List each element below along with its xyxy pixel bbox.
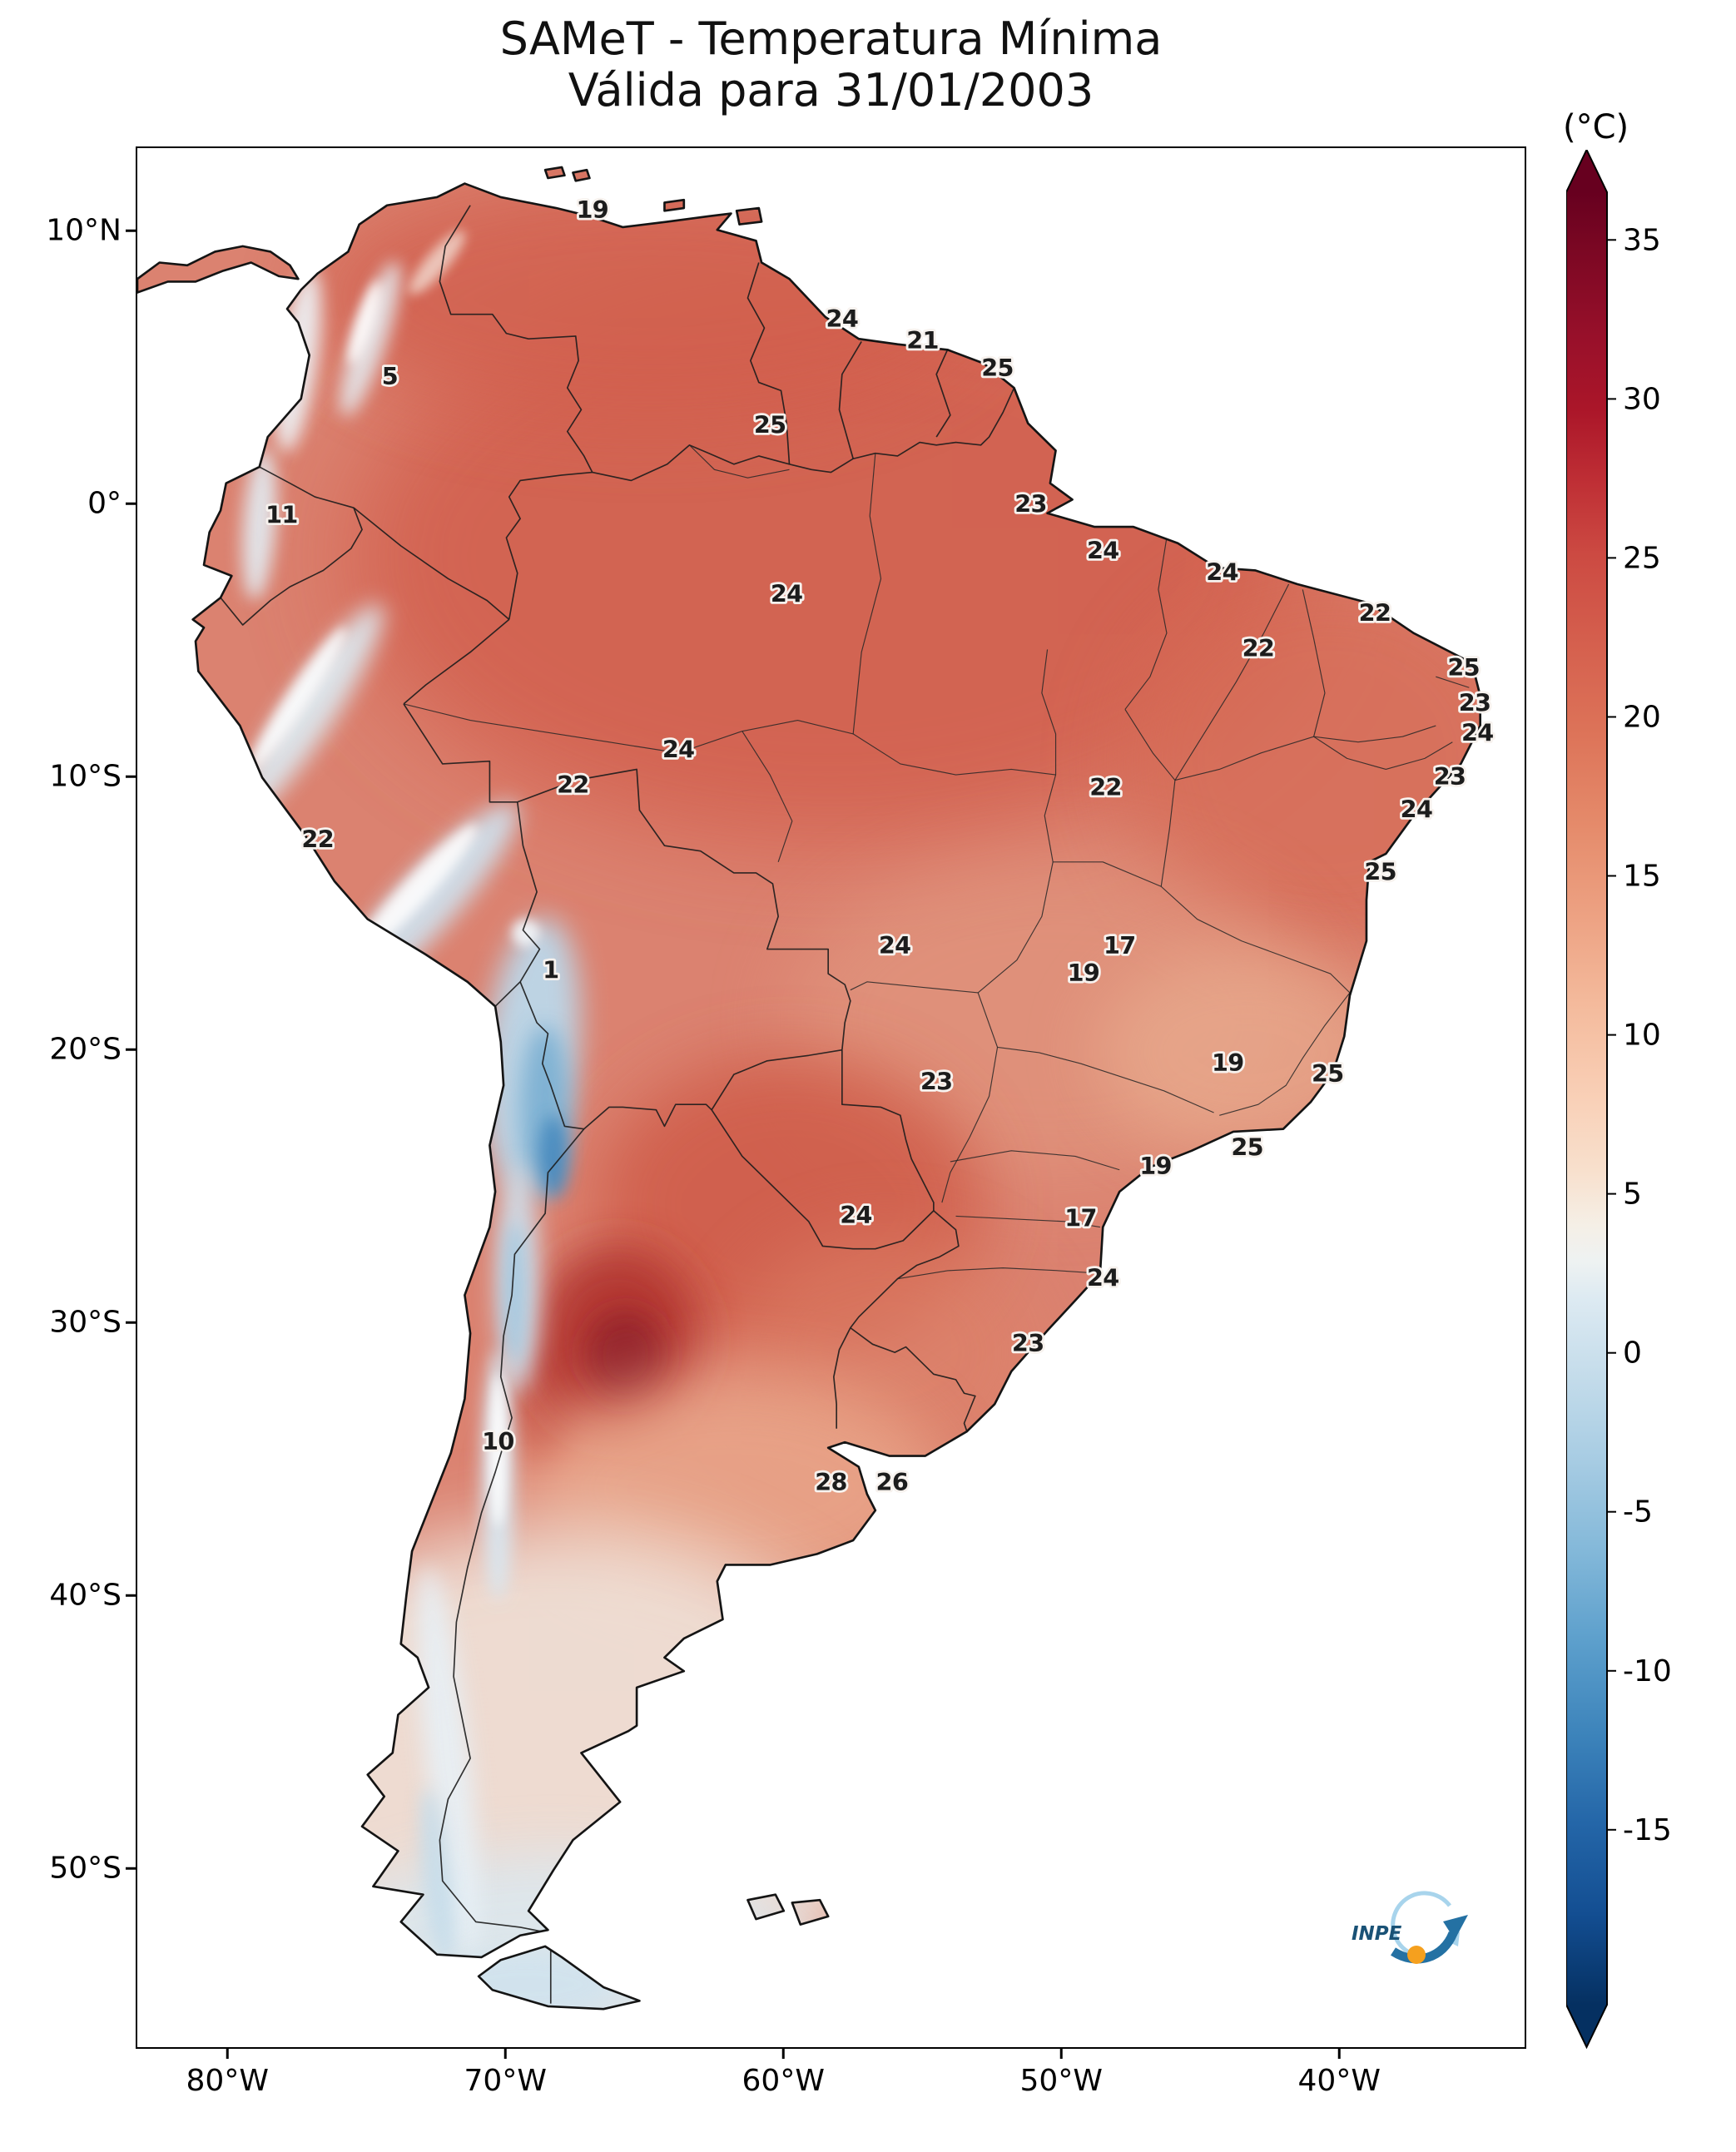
lat-tick-label: 20°S [49, 1032, 122, 1067]
temperature-label: 5 [382, 363, 398, 390]
colorbar-tick-label: 5 [1623, 1178, 1642, 1212]
colorbar-over-arrow [1566, 150, 1607, 192]
temperature-label: 24 [771, 581, 803, 608]
colorbar-outline [1566, 150, 1608, 2050]
lon-tick-label: 80°W [186, 2064, 269, 2098]
colorbar: 35 30 25 20 15 10 5 0 -5 -10 -15 [1566, 150, 1672, 2050]
lat-tick-label: 10°S [49, 759, 122, 794]
temperature-label: 25 [754, 412, 786, 439]
colorbar-under-arrow [1566, 2005, 1607, 2047]
temperature-label: 23 [1012, 1330, 1044, 1357]
colorbar-tick-label: 30 [1623, 382, 1661, 416]
temperature-label: 24 [826, 305, 859, 333]
lat-tickmark [126, 502, 136, 505]
temperature-label: 23 [1459, 690, 1491, 717]
temperature-label: 24 [1206, 559, 1238, 587]
temperature-label: 1 [543, 957, 558, 984]
colorbar-tick-label: 35 [1623, 223, 1661, 257]
chart-title: SAMeT - Temperatura Mínima Válida para 3… [136, 13, 1526, 117]
lat-tickmark [126, 775, 136, 778]
lat-tick-label: 50°S [49, 1851, 122, 1886]
lat-tickmark [126, 1321, 136, 1324]
lat-tick-label: 40°S [49, 1578, 122, 1613]
temperature-label: 19 [1068, 959, 1100, 987]
colorbar-tick-label: 10 [1623, 1019, 1661, 1053]
political-borders [220, 205, 1470, 2004]
temperature-label: 25 [1364, 859, 1396, 886]
temperature-field [137, 166, 1481, 2010]
inpe-logo-orange-dot [1407, 1946, 1426, 1964]
colorbar-tick-label: 15 [1623, 860, 1661, 894]
lon-tick-label: 40°W [1297, 2064, 1381, 2098]
temperature-label: 17 [1064, 1205, 1097, 1232]
temperature-label: 25 [1447, 654, 1480, 682]
temperature-label: 19 [1212, 1049, 1244, 1077]
temperature-label: 22 [1242, 635, 1275, 662]
lon-tick-label: 70°W [464, 2064, 547, 2098]
temperature-label: 22 [557, 771, 589, 799]
temperature-label: 17 [1104, 932, 1136, 959]
temperature-label: 23 [1014, 491, 1047, 518]
coastline [137, 166, 1481, 2011]
lon-tickmark [503, 2049, 507, 2059]
temperature-label: 25 [1231, 1134, 1263, 1162]
colorbar-tick-label: 25 [1623, 541, 1661, 575]
temperature-label: 21 [906, 327, 939, 355]
colorbar-tick-label: -10 [1623, 1654, 1672, 1688]
title-line-1: SAMeT - Temperatura Mínima [499, 12, 1163, 65]
temperature-label: 11 [265, 502, 298, 529]
title-line-2: Válida para 31/01/2003 [568, 64, 1094, 117]
colorbar-tick-label: 0 [1623, 1336, 1642, 1371]
temperature-label: 22 [301, 826, 334, 854]
temperature-label: 19 [1139, 1153, 1172, 1180]
lon-tickmark [1337, 2049, 1341, 2059]
colorbar-tick-label: -15 [1623, 1813, 1672, 1847]
lat-tickmark [126, 1867, 136, 1870]
lon-tickmark [226, 2049, 229, 2059]
temperature-label: 22 [1359, 600, 1391, 627]
temperature-label: 24 [1461, 720, 1494, 747]
colorbar-tick-label: -5 [1623, 1495, 1653, 1530]
temperature-label: 22 [1089, 774, 1122, 801]
temperature-label: 28 [815, 1469, 847, 1496]
colorbar-ticks: 35 30 25 20 15 10 5 0 -5 -10 -15 [1607, 223, 1672, 1847]
lat-tick-label: 10°N [46, 213, 122, 248]
temperature-label: 24 [879, 932, 911, 959]
inpe-logo: INPE [1352, 1891, 1468, 1964]
colorbar-tick-label: 20 [1623, 701, 1661, 735]
colorbar-unit-label: (°C) [1563, 108, 1629, 146]
inpe-logo-blue-arrowhead [1443, 1915, 1468, 1940]
temperature-label: 23 [1434, 763, 1466, 791]
temperature-label: 24 [1087, 1265, 1119, 1292]
lat-tick-label: 30°S [49, 1305, 122, 1340]
temperature-label: 24 [840, 1202, 872, 1229]
temperature-label: 24 [1401, 796, 1433, 824]
temperature-label: 10 [482, 1428, 514, 1455]
temperature-label: 23 [920, 1069, 953, 1096]
lat-tickmark [126, 1594, 136, 1597]
inpe-logo-text: INPE [1352, 1923, 1402, 1945]
lon-tick-label: 50°W [1019, 2064, 1103, 2098]
temperature-label: 24 [1087, 538, 1119, 565]
lon-tick-label: 60°W [742, 2064, 825, 2098]
temperature-label: 26 [876, 1469, 909, 1496]
colorbar-gradient [1566, 192, 1607, 2005]
temperature-label: 25 [981, 355, 1014, 382]
temperature-label: 24 [662, 736, 695, 764]
lon-tickmark [781, 2049, 785, 2059]
map-axes: 19 24 21 25 25 5 11 23 24 24 24 22 22 25 23 24 24 22 22 23 2… [136, 146, 1526, 2049]
lat-tickmark [126, 1048, 136, 1051]
lat-tick-label: 0° [87, 486, 122, 521]
inpe-logo-blue-swoosh [1391, 1931, 1458, 1964]
lon-tickmark [1059, 2049, 1063, 2059]
temperature-label: 19 [576, 196, 608, 224]
temperature-label: 25 [1312, 1060, 1344, 1088]
lat-tickmark [126, 229, 136, 232]
